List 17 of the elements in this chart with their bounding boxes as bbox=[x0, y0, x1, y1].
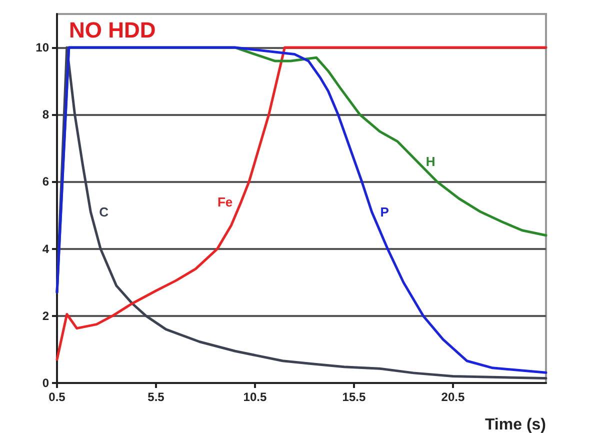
series-label: C bbox=[99, 204, 110, 220]
series-label: P bbox=[380, 204, 390, 220]
x-tick-label: 20.5 bbox=[441, 390, 465, 404]
x-tick-label: 5.5 bbox=[148, 390, 165, 404]
y-tick-label: 10 bbox=[36, 40, 50, 55]
series-label: H bbox=[426, 154, 436, 170]
y-tick-label: 2 bbox=[42, 308, 50, 323]
x-tick-label: 15.5 bbox=[342, 390, 366, 404]
x-axis-title: Time (s) bbox=[484, 416, 546, 433]
y-tick-label: 6 bbox=[42, 174, 50, 189]
y-tick-label: 8 bbox=[42, 108, 50, 122]
series-label: Fe bbox=[217, 194, 233, 210]
chart-title: NO HDD bbox=[69, 18, 156, 42]
y-tick-label: 0 bbox=[42, 376, 50, 390]
x-tick-label: 0.5 bbox=[48, 390, 66, 404]
x-tick-label: 10.5 bbox=[243, 390, 267, 404]
y-tick-label: 4 bbox=[42, 242, 50, 256]
